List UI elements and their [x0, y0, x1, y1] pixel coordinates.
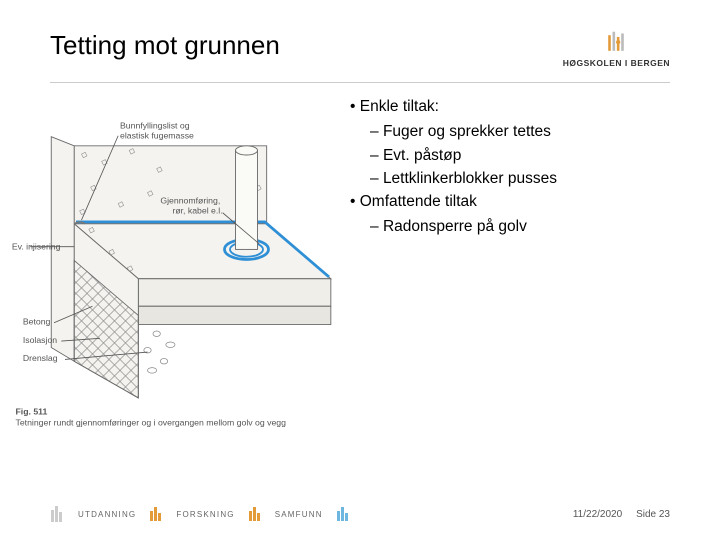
figure-caption: Tetninger rundt gjennomføringer og i ove…	[16, 417, 287, 427]
logo-label: HØGSKOLEN I BERGEN	[563, 58, 670, 68]
list-item: Fuger og sprekker tettes	[370, 120, 557, 143]
list-item: Radonsperre på golv	[370, 215, 557, 238]
figure-number: Fig. 511	[16, 406, 48, 416]
institution-logo: HØGSKOLEN I BERGEN	[563, 30, 670, 68]
label-injisering: Ev. injisering	[12, 241, 61, 251]
list-item: Lettklinkerblokker pusses	[370, 167, 557, 190]
header-divider	[50, 82, 670, 83]
list-item: Evt. påstøp	[370, 144, 557, 167]
tagline-word: FORSKNING	[176, 510, 234, 519]
footer: UTDANNING FORSKNING SAMFUNN 11/22/2020	[50, 506, 670, 522]
accent-bars-icon	[249, 507, 261, 521]
tagline-word: SAMFUNN	[275, 510, 323, 519]
footer-date: 11/22/2020	[573, 509, 622, 520]
construction-diagram: Bunnfyllingslist og elastisk fugemasse G…	[10, 95, 340, 435]
footer-tagline: UTDANNING FORSKNING SAMFUNN	[50, 506, 349, 522]
label-bunnfyllingslist: Bunnfyllingslist og elastisk fugemasse	[120, 120, 194, 140]
label-isolasjon: Isolasjon	[23, 335, 57, 345]
label-drenslag: Drenslag	[23, 353, 58, 363]
bullet-list: Enkle tiltak: Fuger og sprekker tettes E…	[350, 95, 557, 239]
label-betong: Betong	[23, 317, 51, 327]
list-item: Omfattende tiltak	[350, 190, 557, 213]
footer-bars-icon	[50, 506, 64, 522]
logo-icon	[603, 30, 629, 56]
tagline-word: UTDANNING	[78, 510, 136, 519]
slide: Tetting mot grunnen HØGSKOLEN I BERGEN	[0, 0, 720, 540]
accent-bars-icon	[150, 507, 162, 521]
page-title: Tetting mot grunnen	[50, 30, 280, 61]
footer-page: Side 23	[636, 509, 670, 520]
footer-meta: 11/22/2020 Side 23	[573, 509, 670, 520]
list-item: Enkle tiltak:	[350, 95, 557, 118]
accent-bars-icon	[337, 507, 349, 521]
content-row: Bunnfyllingslist og elastisk fugemasse G…	[50, 95, 670, 435]
header-row: Tetting mot grunnen HØGSKOLEN I BERGEN	[50, 30, 670, 68]
